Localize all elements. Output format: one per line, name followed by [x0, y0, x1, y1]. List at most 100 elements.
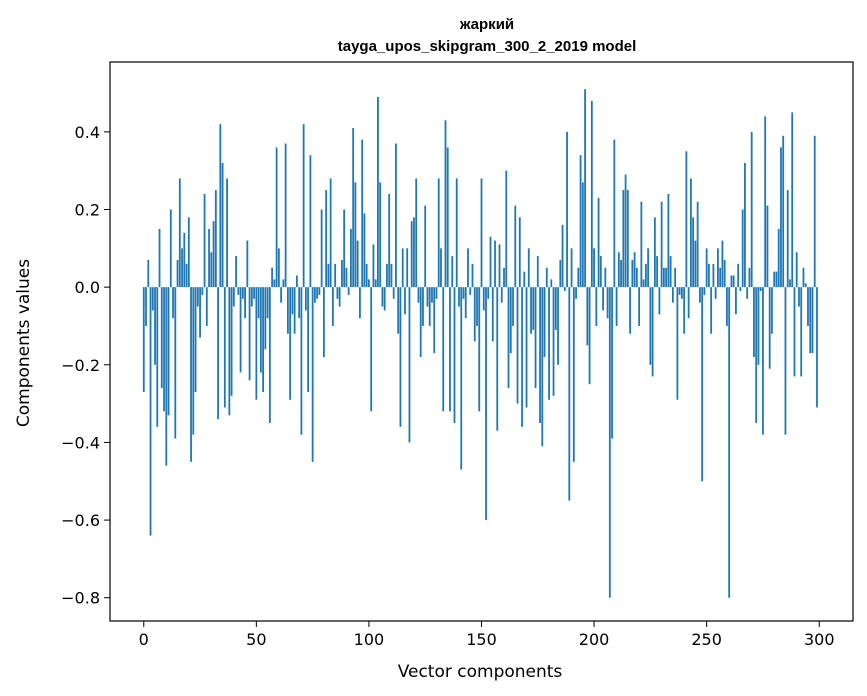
- bar-135: [446, 147, 449, 288]
- bar-15: [176, 259, 179, 288]
- bar-231: [662, 267, 665, 288]
- bar-88: [341, 259, 343, 288]
- bar-176: [539, 287, 541, 424]
- bar-121: [415, 178, 418, 288]
- bar-93: [352, 127, 355, 288]
- x-tick-label: 250: [691, 630, 722, 649]
- bar-107: [383, 287, 386, 311]
- bar-72: [304, 287, 307, 311]
- bar-286: [786, 190, 789, 288]
- bar-225: [649, 287, 652, 365]
- bar-202: [597, 197, 600, 288]
- bar-281: [775, 271, 778, 288]
- y-tick-label: −0.4: [61, 433, 100, 452]
- bar-228: [656, 256, 659, 288]
- bar-86: [336, 287, 339, 299]
- bar-114: [399, 287, 402, 427]
- bar-252: [710, 287, 713, 334]
- bar-190: [570, 248, 573, 288]
- bar-169: [523, 271, 526, 288]
- bar-239: [680, 287, 683, 299]
- bar-76: [313, 287, 316, 303]
- bar-249: [703, 287, 706, 295]
- bar-128: [431, 287, 433, 303]
- bar-199: [590, 100, 593, 288]
- bar-297: [811, 287, 814, 354]
- bar-9: [163, 287, 165, 412]
- bar-20: [187, 217, 190, 288]
- bar-211: [617, 252, 620, 288]
- bar-74: [309, 155, 312, 288]
- bar-42: [237, 287, 240, 295]
- bar-234: [669, 256, 672, 288]
- bar-142: [462, 287, 465, 299]
- bar-224: [647, 248, 650, 288]
- bar-103: [374, 279, 377, 288]
- bar-206: [606, 287, 609, 319]
- bar-156: [494, 240, 496, 288]
- bar-175: [536, 256, 539, 288]
- chart-title: жаркий: [459, 16, 514, 33]
- bar-58: [273, 279, 276, 288]
- bar-244: [692, 217, 695, 288]
- bar-236: [674, 267, 677, 288]
- bar-265: [739, 287, 742, 292]
- bar-19: [185, 263, 188, 288]
- bar-145: [469, 287, 472, 295]
- bar-2: [147, 259, 150, 288]
- bar-35: [221, 162, 224, 288]
- bar-3: [149, 287, 152, 536]
- bar-165: [514, 205, 517, 288]
- y-tick-label: 0.4: [75, 123, 100, 142]
- bar-65: [289, 287, 292, 400]
- bar-26: [201, 287, 204, 295]
- bar-64: [286, 287, 289, 334]
- bar-63: [284, 143, 287, 288]
- bar-192: [575, 287, 577, 299]
- bar-130: [435, 287, 438, 299]
- bar-219: [635, 267, 638, 288]
- bar-136: [449, 287, 451, 412]
- bar-290: [795, 252, 798, 288]
- bar-59: [275, 147, 278, 288]
- bar-197: [586, 287, 589, 346]
- bar-188: [566, 131, 568, 288]
- bar-251: [708, 263, 710, 288]
- bar-94: [354, 182, 357, 288]
- bar-166: [516, 287, 519, 404]
- bar-238: [678, 287, 681, 295]
- bar-106: [381, 287, 384, 307]
- bar-123: [419, 287, 422, 358]
- bar-105: [379, 182, 382, 288]
- bar-168: [521, 287, 523, 427]
- bar-264: [737, 263, 740, 288]
- bar-268: [746, 287, 749, 299]
- bar-134: [444, 120, 447, 288]
- bar-138: [453, 287, 456, 424]
- bar-48: [250, 287, 253, 307]
- bar-255: [717, 248, 719, 288]
- bar-11: [167, 287, 170, 416]
- y-tick-label: −0.2: [61, 356, 100, 375]
- bar-230: [660, 201, 663, 288]
- bar-4: [151, 287, 154, 311]
- bar-214: [624, 174, 627, 288]
- bar-227: [653, 217, 656, 288]
- bar-80: [322, 287, 325, 358]
- bar-217: [631, 259, 634, 288]
- bar-278: [768, 287, 771, 369]
- bar-210: [615, 287, 618, 326]
- bar-289: [793, 287, 796, 377]
- bar-57: [271, 267, 274, 288]
- bar-16: [178, 178, 181, 288]
- bar-30: [210, 252, 213, 288]
- bar-119: [410, 221, 413, 288]
- bar-109: [388, 193, 391, 288]
- bar-10: [165, 287, 168, 466]
- x-tick-label: 50: [246, 630, 266, 649]
- bar-14: [174, 287, 177, 439]
- bar-1: [145, 287, 147, 326]
- bar-101: [370, 287, 373, 412]
- bar-277: [766, 205, 769, 288]
